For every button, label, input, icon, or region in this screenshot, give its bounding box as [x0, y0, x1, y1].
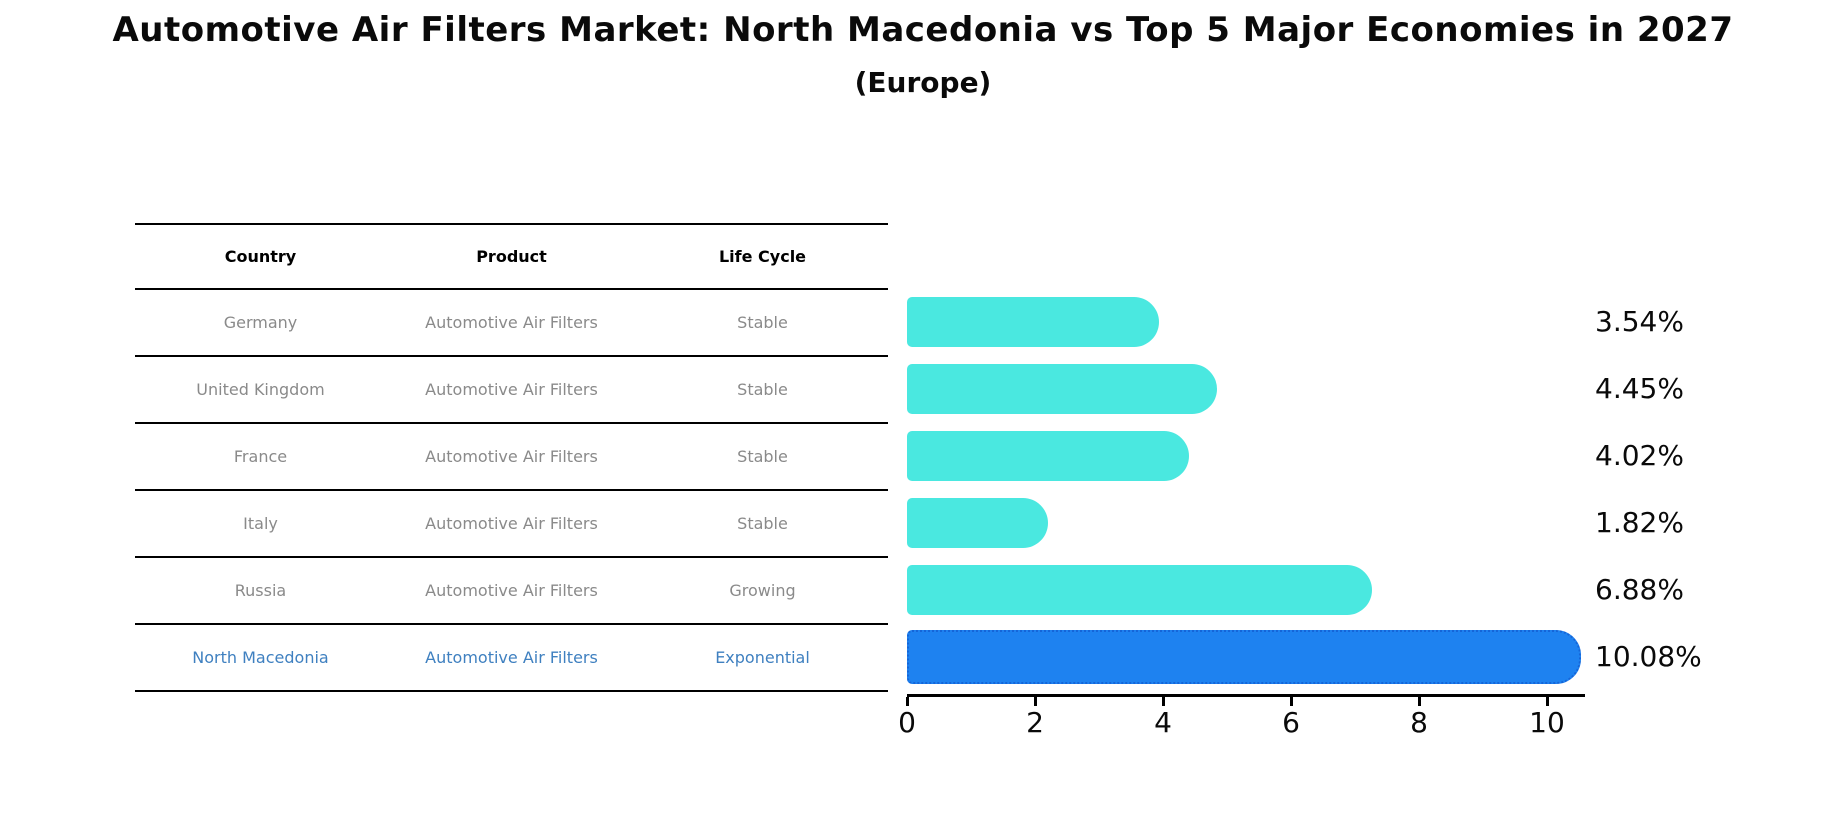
table-body: Germany Automotive Air Filters Stable Un… — [135, 290, 888, 692]
x-axis-line — [907, 694, 1585, 697]
x-tick-mark-10 — [1545, 697, 1549, 706]
x-tick-label-10: 10 — [1529, 706, 1565, 739]
chart-subtitle: (Europe) — [854, 66, 992, 99]
cell-country: Germany — [223, 313, 298, 332]
cell-country: France — [233, 447, 288, 466]
value-label-North Macedonia: 10.08% — [1595, 639, 1702, 673]
column-header-country: Country — [224, 247, 297, 266]
table-row: Russia Automotive Air Filters Growing — [135, 558, 888, 625]
cell-country: Russia — [234, 581, 287, 600]
x-tick-label-4: 4 — [1154, 706, 1172, 739]
cell-lifecycle: Exponential — [715, 648, 810, 667]
country-info-table: Country Product Life Cycle Germany Autom… — [135, 223, 888, 692]
cell-lifecycle: Growing — [729, 581, 796, 600]
cell-lifecycle: Stable — [737, 447, 788, 466]
bar-highlight-North Macedonia — [907, 629, 1582, 684]
column-header-product: Product — [476, 247, 547, 266]
table-row: Italy Automotive Air Filters Stable — [135, 491, 888, 558]
chart-title: Automotive Air Filters Market: North Mac… — [112, 10, 1734, 50]
cell-product: Automotive Air Filters — [425, 581, 598, 600]
table-row: Germany Automotive Air Filters Stable — [135, 290, 888, 357]
column-header-lifecycle: Life Cycle — [718, 247, 807, 266]
value-label-France: 4.02% — [1595, 438, 1684, 472]
x-tick-mark-4 — [1161, 697, 1165, 706]
value-label-Germany: 3.54% — [1595, 304, 1684, 338]
table-header-row: Country Product Life Cycle — [135, 225, 888, 290]
cell-product: Automotive Air Filters — [425, 447, 598, 466]
x-tick-label-6: 6 — [1282, 706, 1300, 739]
value-label-Russia: 6.88% — [1595, 572, 1684, 606]
cell-product: Automotive Air Filters — [425, 648, 598, 667]
x-tick-label-0: 0 — [898, 706, 916, 739]
bar-United Kingdom — [907, 363, 1217, 414]
table-row: France Automotive Air Filters Stable — [135, 424, 888, 491]
cell-product: Automotive Air Filters — [425, 380, 598, 399]
x-tick-mark-0 — [905, 697, 909, 706]
cell-country: Italy — [243, 514, 278, 533]
bar-Germany — [907, 296, 1159, 347]
cell-lifecycle: Stable — [737, 380, 788, 399]
x-tick-mark-6 — [1289, 697, 1293, 706]
x-tick-label-8: 8 — [1410, 706, 1428, 739]
x-tick-label-2: 2 — [1026, 706, 1044, 739]
x-tick-mark-2 — [1033, 697, 1037, 706]
bar-France — [907, 430, 1190, 481]
table-row: North Macedonia Automotive Air Filters E… — [135, 625, 888, 692]
cell-country: North Macedonia — [192, 648, 329, 667]
x-tick-mark-8 — [1417, 697, 1421, 706]
bar-Italy — [907, 497, 1049, 548]
value-label-Italy: 1.82% — [1595, 505, 1684, 539]
value-label-United Kingdom: 4.45% — [1595, 371, 1684, 405]
bar-Russia — [907, 564, 1373, 615]
cell-product: Automotive Air Filters — [425, 514, 598, 533]
cell-product: Automotive Air Filters — [425, 313, 598, 332]
cell-country: United Kingdom — [196, 380, 325, 399]
cell-lifecycle: Stable — [737, 514, 788, 533]
table-row: United Kingdom Automotive Air Filters St… — [135, 357, 888, 424]
cell-lifecycle: Stable — [737, 313, 788, 332]
